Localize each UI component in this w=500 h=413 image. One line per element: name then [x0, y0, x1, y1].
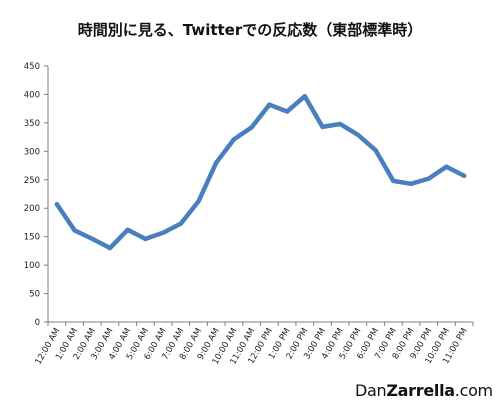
y-tick-label: 450 [24, 62, 40, 72]
y-tick-label: 250 [24, 176, 40, 186]
data-point [391, 178, 396, 184]
data-point [160, 230, 166, 235]
data-point [337, 121, 343, 127]
series-group [54, 93, 467, 251]
data-point [196, 199, 201, 204]
data-point [373, 147, 378, 153]
brand-watermark: DanZarrella.com [355, 381, 493, 400]
brand-part-domain: .com [454, 381, 493, 400]
y-tick-label: 400 [24, 90, 40, 100]
chart-title: 時間別に見る、Twitterでの反応数（東部標準時） [77, 21, 423, 39]
y-tick-label: 0 [35, 318, 40, 328]
data-point [214, 160, 219, 165]
data-point [72, 228, 77, 233]
data-point [143, 236, 148, 242]
data-point [444, 164, 449, 169]
data-point [461, 173, 467, 178]
y-tick-label: 100 [24, 261, 40, 271]
data-point [408, 181, 414, 186]
x-tick-label: 12:00 AM [34, 327, 63, 367]
data-point [302, 93, 307, 99]
y-tick-label: 200 [24, 204, 40, 214]
series-line [54, 93, 467, 251]
data-point [249, 125, 254, 130]
data-point [178, 221, 184, 226]
data-point [54, 202, 60, 207]
data-point [284, 109, 290, 114]
y-tick-label: 50 [29, 290, 40, 300]
y-tick-label: 300 [24, 147, 40, 157]
x-tick-group: 12:00 AM1:00 AM2:00 AM3:00 AM4:00 AM5:00… [34, 322, 474, 367]
data-point [125, 227, 130, 233]
data-point [231, 137, 237, 142]
data-point [107, 245, 113, 251]
brand-part-dan: Dan [355, 381, 387, 400]
data-point [355, 132, 361, 138]
y-tick-label: 150 [24, 233, 40, 243]
y-tick-group: 0 50 100 150 200 250 300 350 400 450 [24, 62, 48, 328]
data-point [426, 176, 431, 181]
data-point [90, 236, 95, 242]
data-point [320, 124, 325, 130]
brand-part-zarrella: Zarrella [386, 381, 455, 400]
data-point [267, 102, 272, 107]
y-tick-label: 350 [24, 119, 40, 129]
